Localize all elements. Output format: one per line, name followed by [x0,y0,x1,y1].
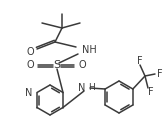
Text: F: F [157,69,163,79]
Text: O: O [26,47,34,57]
Text: N: N [78,83,85,93]
Text: S: S [53,60,61,70]
Text: H: H [88,83,95,92]
Text: NH: NH [82,45,97,55]
Text: F: F [137,56,143,66]
Text: O: O [78,60,86,70]
Text: F: F [148,87,154,97]
Text: O: O [26,60,34,70]
Text: N: N [25,88,32,97]
